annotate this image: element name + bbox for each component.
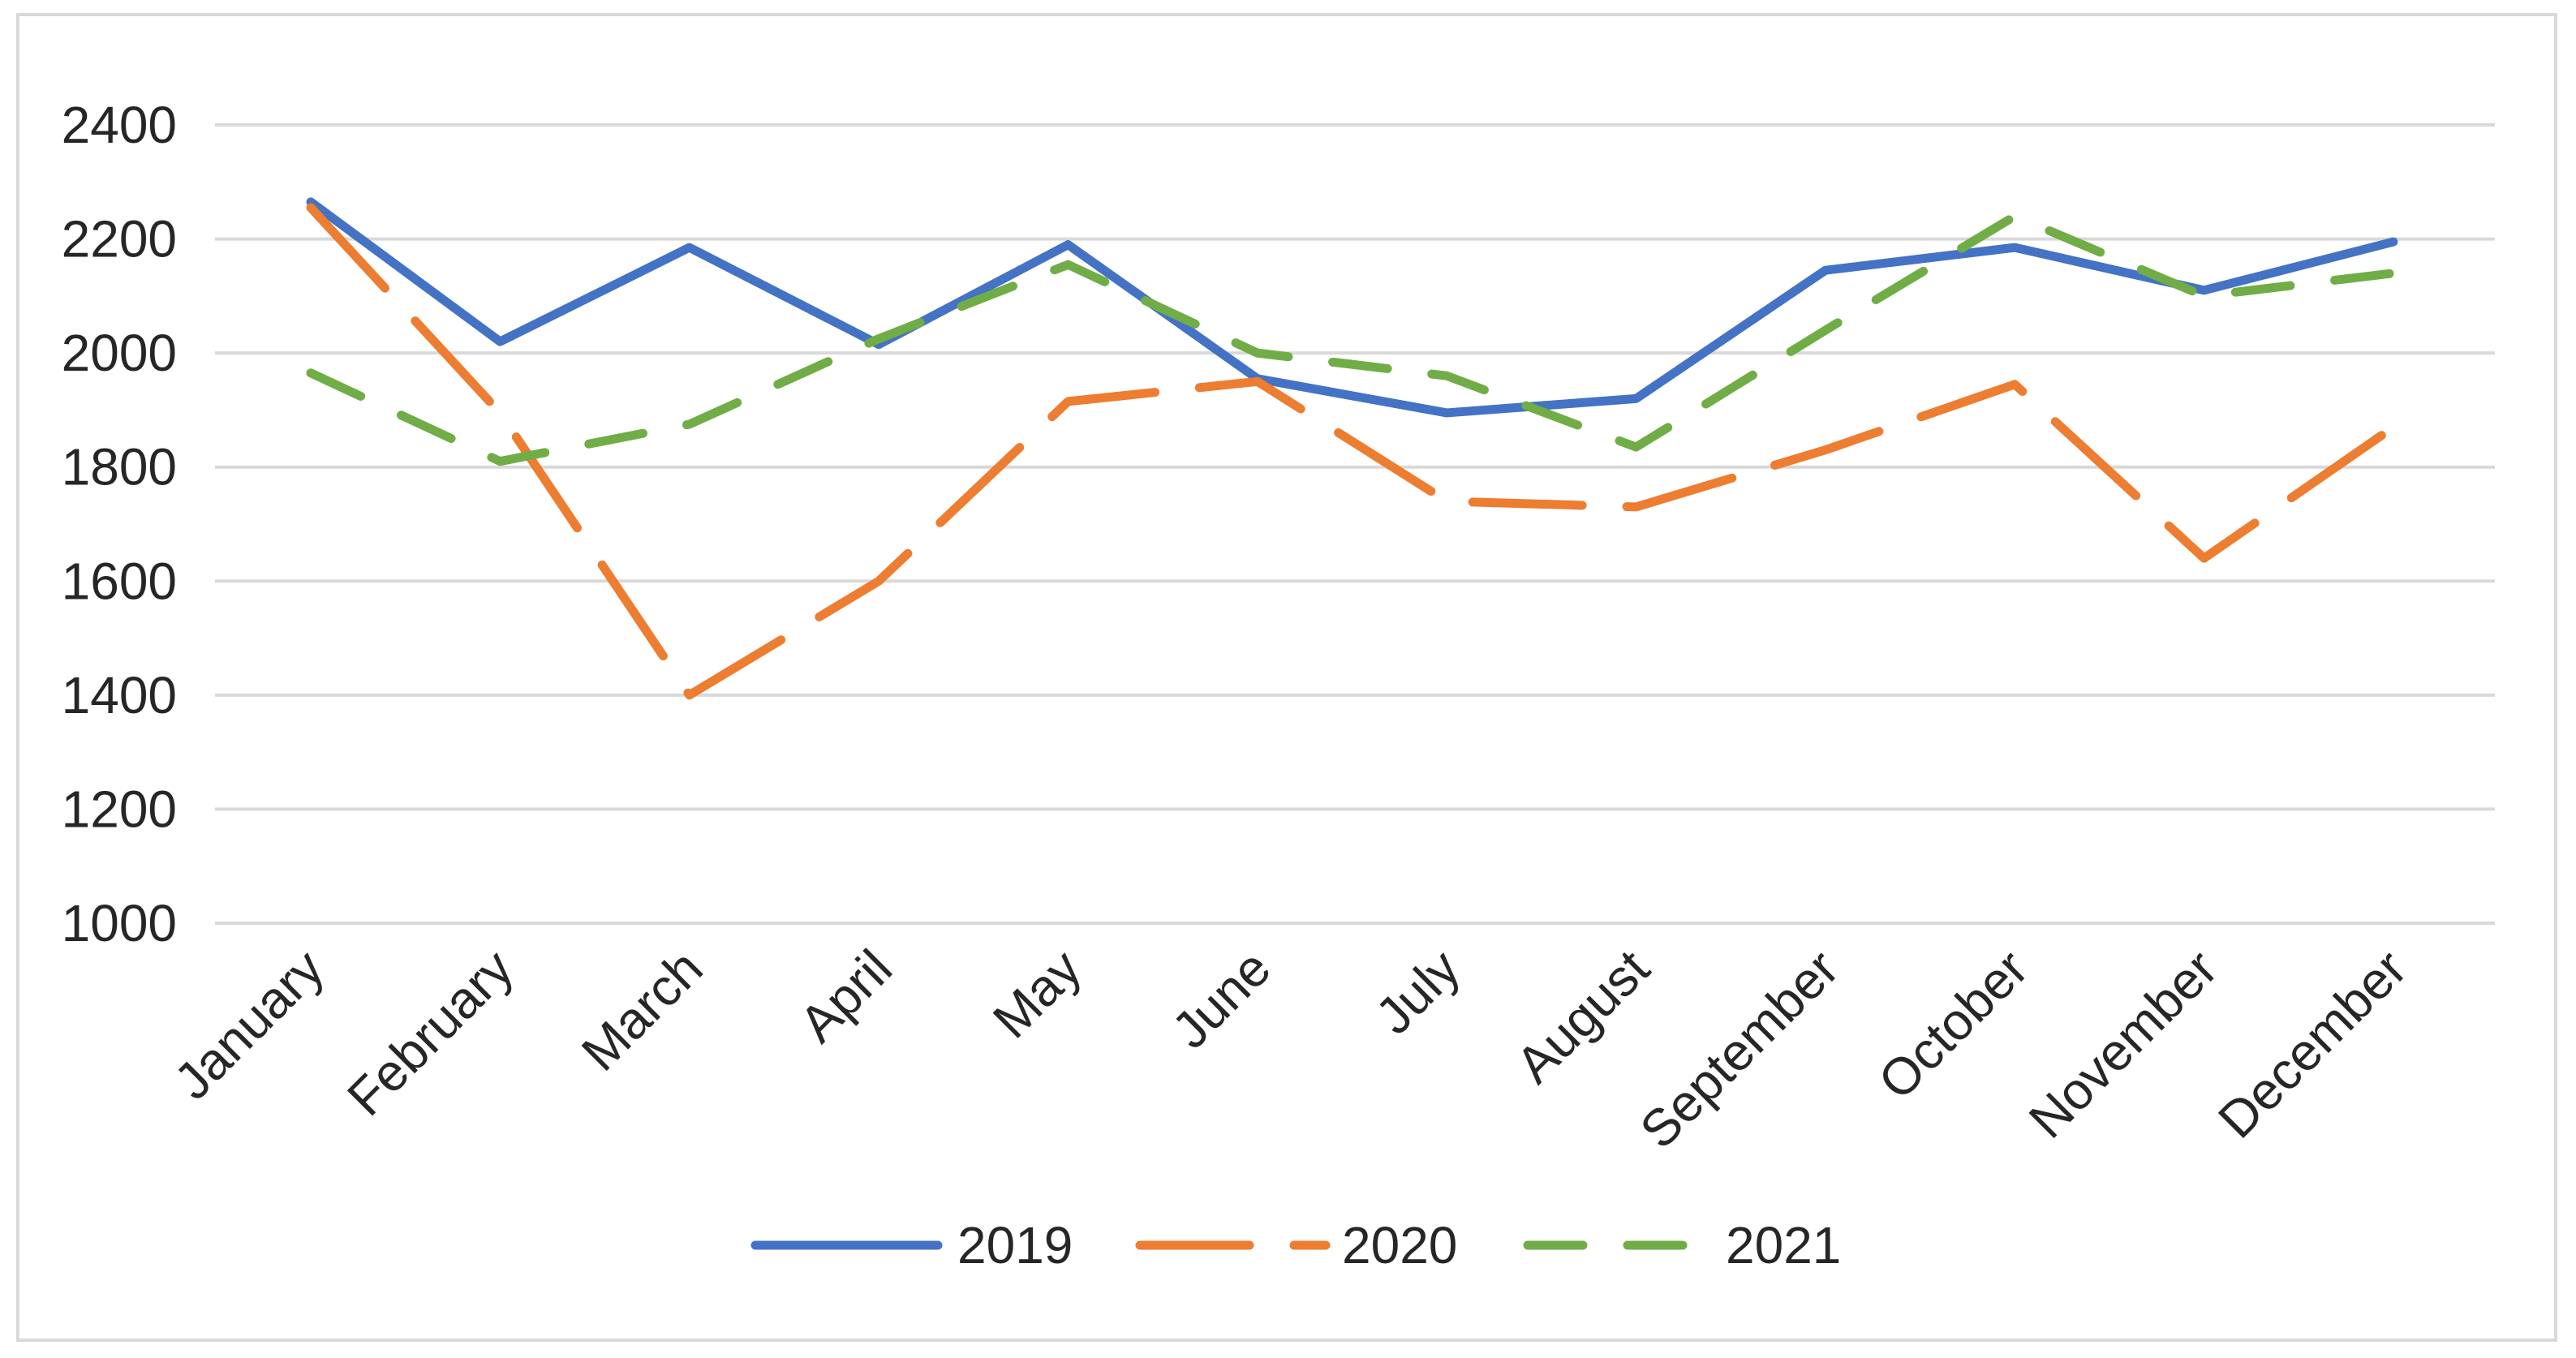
- y-axis-tick-label: 1600: [62, 552, 177, 610]
- x-axis-label-december: December: [2207, 939, 2418, 1150]
- y-axis-tick-label: 1000: [62, 894, 177, 952]
- y-axis-tick-label: 1800: [62, 438, 177, 496]
- series-line-2021: [306, 211, 2398, 466]
- x-axis-label-august: August: [1505, 939, 1661, 1094]
- x-axis-label-october: October: [1867, 939, 2039, 1111]
- legend-label-2019: 2019: [957, 1216, 1073, 1274]
- x-axis-label-november: November: [2018, 939, 2229, 1150]
- y-axis-tick-label: 2000: [62, 324, 177, 382]
- x-axis-label-april: April: [789, 939, 903, 1053]
- x-axis-label-june: June: [1161, 939, 1282, 1059]
- legend-label-2020: 2020: [1342, 1216, 1457, 1274]
- series-line-2019: [306, 197, 2398, 418]
- chart-outer-border: [16, 13, 2557, 1342]
- x-axis-label-february: February: [336, 939, 524, 1127]
- y-axis-tick-label: 1200: [62, 780, 177, 838]
- x-axis-label-march: March: [570, 939, 714, 1082]
- legend-label-2021: 2021: [1726, 1216, 1841, 1274]
- series-line-2020: [306, 203, 2398, 700]
- y-axis-tick-label: 2400: [62, 96, 177, 154]
- y-axis-tick-label: 2200: [62, 210, 177, 269]
- x-axis-label-july: July: [1365, 939, 1471, 1045]
- y-axis-tick-label: 1400: [62, 666, 177, 724]
- x-axis-label-may: May: [982, 939, 1092, 1049]
- x-axis-label-january: January: [163, 939, 335, 1111]
- x-axis-label-september: September: [1628, 939, 1849, 1159]
